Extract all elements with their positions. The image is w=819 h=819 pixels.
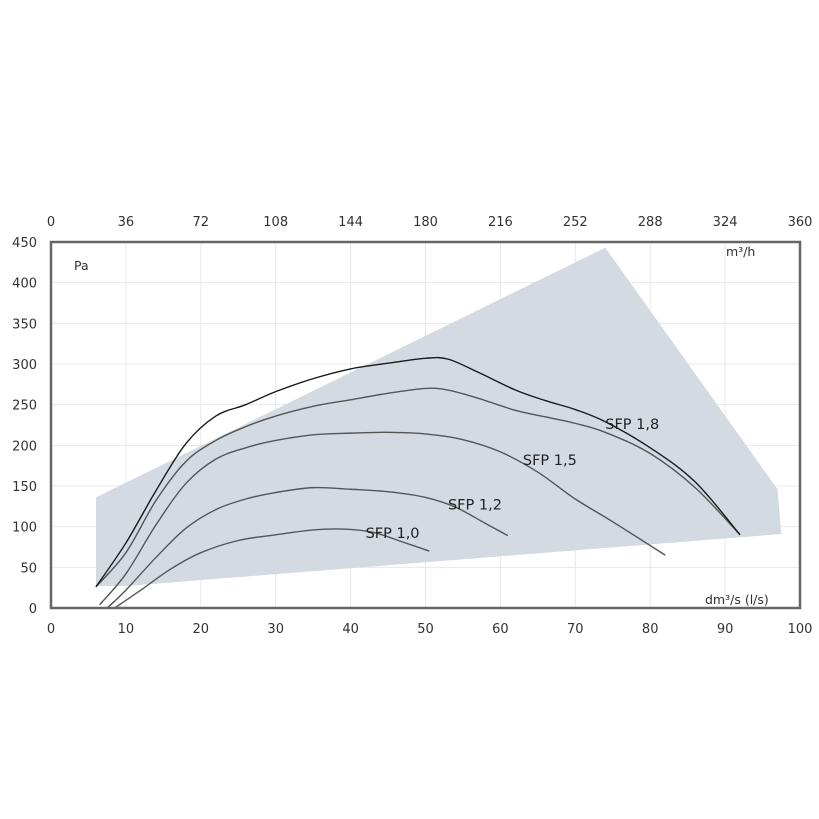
curve-labels: SFP 1,0 SFP 1,2 SFP 1,5 SFP 1,8 <box>366 417 660 542</box>
x-tick-label: 20 <box>193 622 210 637</box>
x2-tick-label: 252 <box>563 215 588 230</box>
max-curve <box>95 356 741 588</box>
y-tick-label: 300 <box>12 358 37 373</box>
x-tick-label: 0 <box>47 622 55 637</box>
x2-axis-unit: m³/h <box>726 244 755 259</box>
x2-tick-label: 360 <box>788 215 813 230</box>
curve-sfp-1-2 <box>106 486 509 609</box>
y-axis-unit: Pa <box>74 258 89 273</box>
x-tick-label: 70 <box>567 622 584 637</box>
x2-axis-ticks: 0 36 72 108 144 180 216 252 288 324 360 <box>47 215 813 230</box>
x-tick-label: 50 <box>417 622 434 637</box>
curve-sfp-1-0-label: SFP 1,0 <box>366 526 420 542</box>
x2-tick-label: 180 <box>413 215 438 230</box>
y-tick-label: 150 <box>12 480 37 495</box>
curve-sfp-1-5 <box>99 431 666 606</box>
x2-tick-label: 0 <box>47 215 55 230</box>
y-tick-label: 250 <box>12 399 37 414</box>
curve-sfp-1-2-label: SFP 1,2 <box>448 498 502 514</box>
curve-sfp-1-8-label: SFP 1,8 <box>605 417 659 433</box>
x2-tick-label: 36 <box>118 215 135 230</box>
x-tick-label: 10 <box>118 622 135 637</box>
curve-sfp-1-0 <box>114 528 430 609</box>
x-tick-label: 80 <box>642 622 659 637</box>
x-axis-ticks: 0 10 20 30 40 50 60 70 80 90 100 <box>47 622 813 637</box>
x-axis-unit: dm³/s (l/s) <box>705 592 769 607</box>
curves <box>95 356 741 609</box>
plot-frame <box>49 240 802 610</box>
x2-tick-label: 324 <box>713 215 738 230</box>
x2-tick-label: 144 <box>338 215 363 230</box>
y-tick-label: 350 <box>12 317 37 332</box>
y-tick-label: 400 <box>12 277 37 292</box>
y-tick-label: 200 <box>12 439 37 454</box>
x2-tick-label: 216 <box>488 215 513 230</box>
x-tick-label: 60 <box>492 622 509 637</box>
x2-tick-label: 72 <box>193 215 210 230</box>
y-tick-label: 100 <box>12 521 37 536</box>
y-axis-ticks: 0 50 100 150 200 250 300 350 400 450 <box>12 236 37 617</box>
x2-tick-label: 288 <box>638 215 663 230</box>
y-tick-label: 50 <box>20 561 37 576</box>
operating-area <box>95 247 782 587</box>
y-tick-label: 450 <box>12 236 37 251</box>
x-tick-label: 100 <box>788 622 813 637</box>
curve-sfp-1-5-label: SFP 1,5 <box>523 453 577 469</box>
x-tick-label: 90 <box>717 622 734 637</box>
x-tick-label: 40 <box>342 622 359 637</box>
y-tick-label: 0 <box>29 602 37 617</box>
curve-sfp-1-8 <box>95 387 741 588</box>
x2-tick-label: 108 <box>263 215 288 230</box>
x-tick-label: 30 <box>267 622 284 637</box>
